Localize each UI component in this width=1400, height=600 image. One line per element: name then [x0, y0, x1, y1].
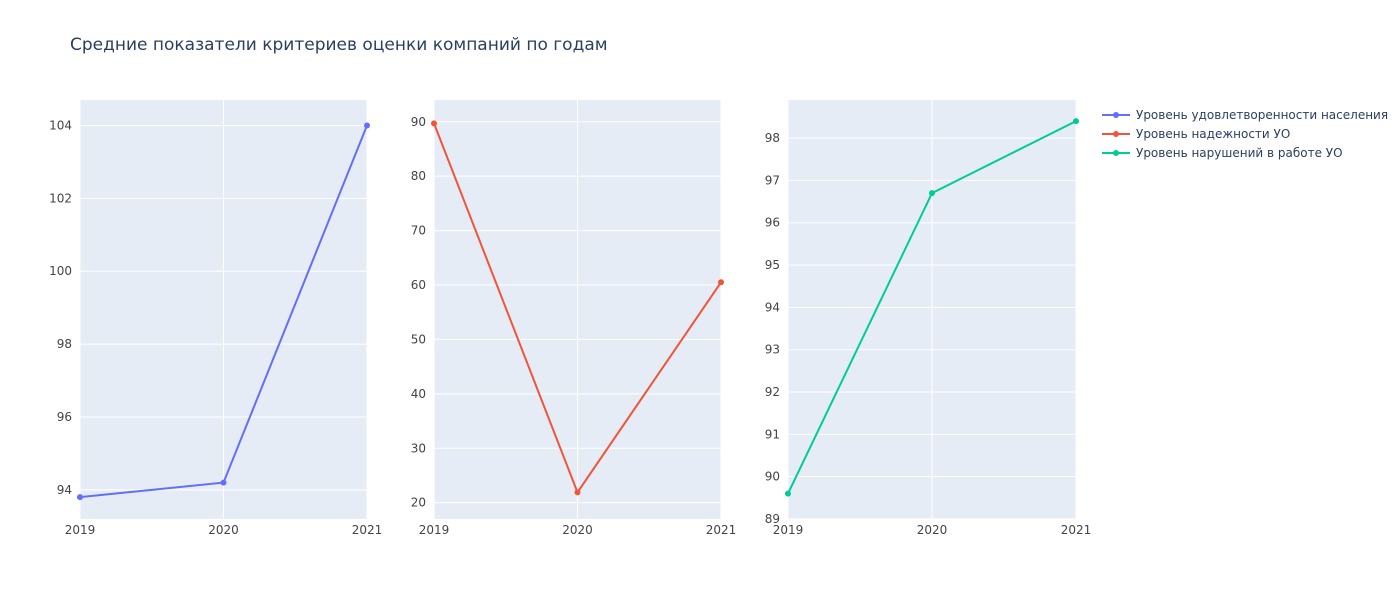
y-tick-label: 91 — [765, 427, 780, 441]
subplot-3: 89 90 91 92 93 94 95 96 97 98 2019 2020 2021 — [765, 100, 1092, 537]
x-tick-label: 2019 — [773, 523, 804, 537]
x-tick-label: 2021 — [1061, 523, 1092, 537]
y-tick-label: 93 — [765, 343, 780, 357]
x-tick-label: 2020 — [562, 523, 593, 537]
x-tick-label: 2021 — [352, 523, 383, 537]
y-tick-label: 50 — [411, 332, 426, 346]
y-tick-label: 94 — [57, 483, 72, 497]
x-tick-label: 2021 — [706, 523, 737, 537]
y-tick-label: 89 — [765, 512, 780, 526]
data-point — [929, 190, 935, 197]
x-tick-label: 2019 — [419, 523, 450, 537]
y-tick-label: 98 — [57, 337, 72, 351]
y-tick-label: 60 — [411, 278, 426, 292]
chart-title: Средние показатели критериев оценки комп… — [70, 35, 608, 55]
y-tick-label: 94 — [765, 300, 780, 314]
data-point — [364, 122, 370, 129]
data-point — [220, 479, 227, 486]
data-point — [431, 120, 437, 127]
y-tick-label: 97 — [765, 173, 780, 187]
y-tick-label: 90 — [765, 470, 780, 484]
data-point — [718, 279, 724, 286]
x-tick-label: 2020 — [208, 523, 239, 537]
subplot-1: 94 96 98 100 102 104 2019 2020 2021 — [49, 100, 382, 537]
legend-label: Уровень удовлетворенности населения — [1136, 108, 1388, 122]
legend-marker — [1113, 112, 1119, 118]
y-tick-label: 104 — [49, 119, 72, 133]
x-tick-label: 2020 — [917, 523, 948, 537]
data-point — [1073, 118, 1079, 125]
data-point — [574, 489, 581, 496]
x-tick-label: 2019 — [65, 523, 96, 537]
legend-label: Уровень надежности УО — [1136, 127, 1290, 141]
y-tick-label: 100 — [49, 264, 72, 278]
subplots: 94 96 98 100 102 104 2019 2020 2021 20 30 40 50 60 70 8… — [49, 100, 1091, 537]
y-tick-label: 70 — [411, 224, 426, 238]
y-tick-label: 40 — [411, 387, 426, 401]
y-tick-label: 96 — [765, 216, 780, 230]
y-tick-label: 98 — [765, 131, 780, 145]
y-tick-label: 20 — [411, 496, 426, 510]
legend-label: Уровень нарушений в работе УО — [1136, 146, 1343, 160]
legend-item: Уровень надежности УО — [1102, 127, 1290, 141]
y-tick-label: 92 — [765, 385, 780, 399]
y-tick-label: 80 — [411, 169, 426, 183]
y-tick-label: 90 — [411, 115, 426, 129]
legend-marker — [1113, 131, 1119, 137]
subplot-2: 20 30 40 50 60 70 80 90 2019 2020 2021 — [411, 100, 737, 537]
legend-item: Уровень нарушений в работе УО — [1102, 146, 1343, 160]
y-tick-label: 30 — [411, 441, 426, 455]
legend: Уровень удовлетворенности населения Урове… — [1102, 108, 1388, 160]
data-point — [77, 494, 83, 501]
legend-marker — [1113, 150, 1119, 156]
data-point — [785, 490, 791, 497]
y-tick-label: 102 — [49, 191, 72, 205]
y-tick-label: 96 — [57, 410, 72, 424]
y-tick-label: 95 — [765, 258, 780, 272]
legend-item: Уровень удовлетворенности населения — [1102, 108, 1388, 122]
